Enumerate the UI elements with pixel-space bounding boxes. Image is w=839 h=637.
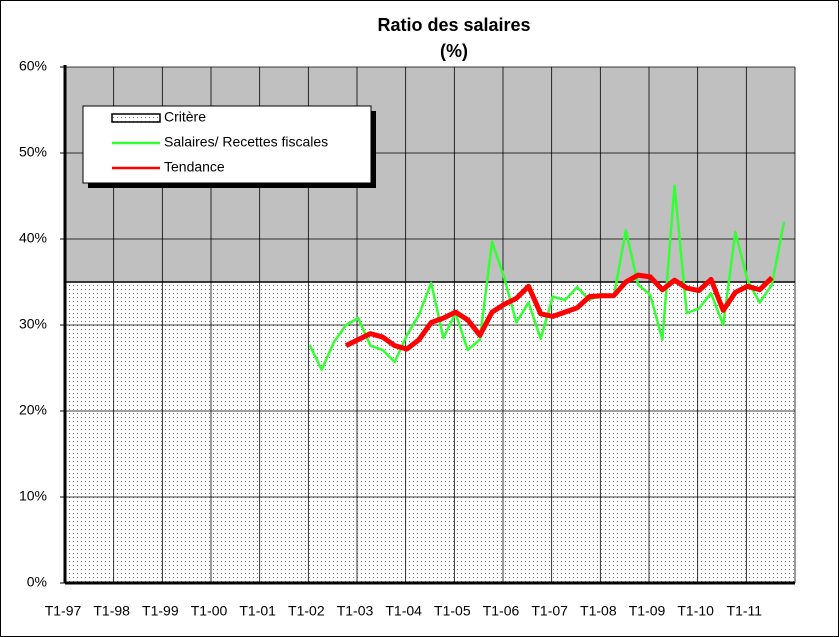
x-tick-label: T1-97	[45, 603, 82, 619]
x-tick-label: T1-09	[629, 603, 666, 619]
legend-swatch	[111, 113, 161, 123]
y-tick-label: 20%	[19, 402, 47, 418]
chart-title: Ratio des salaires	[377, 15, 530, 35]
x-tick-label: T1-05	[434, 603, 471, 619]
x-tick-label: T1-06	[483, 603, 520, 619]
x-tick-label: T1-03	[337, 603, 374, 619]
x-tick-label: T1-01	[239, 603, 276, 619]
legend-label: Tendance	[164, 159, 225, 175]
y-tick-label: 50%	[19, 144, 47, 160]
plot: T1-97 T1-98 T1-99 T1-00 T1-01 T1-02 T1-03 T1-04…	[19, 58, 796, 619]
y-tick-label: 60%	[19, 58, 47, 74]
x-tick-label: T1-07	[531, 603, 568, 619]
x-tick-label: T1-08	[580, 603, 617, 619]
legend-label: Salaires/ Recettes fiscales	[164, 134, 328, 150]
legend-label: Critère	[164, 109, 206, 125]
x-tick-label: T1-99	[142, 603, 179, 619]
x-tick-label: T1-02	[288, 603, 325, 619]
x-tick-label: T1-11	[727, 603, 763, 619]
x-tick-label: T1-04	[385, 603, 422, 619]
x-tick-label: T1-00	[191, 603, 228, 619]
y-tick-label: 40%	[19, 230, 47, 246]
data-line	[344, 272, 774, 352]
data-line	[308, 184, 786, 371]
legend: Critère Salaires/ Recettes fiscales Tendan…	[82, 105, 376, 188]
criterion-area	[65, 282, 795, 583]
chart-subtitle: (%)	[440, 41, 468, 61]
y-tick-label: 30%	[19, 316, 47, 332]
x-tick-label: T1-10	[677, 603, 714, 619]
y-tick-label: 10%	[19, 488, 47, 504]
x-tick-label: T1-98	[93, 603, 130, 619]
y-tick-label: 0%	[27, 574, 47, 590]
